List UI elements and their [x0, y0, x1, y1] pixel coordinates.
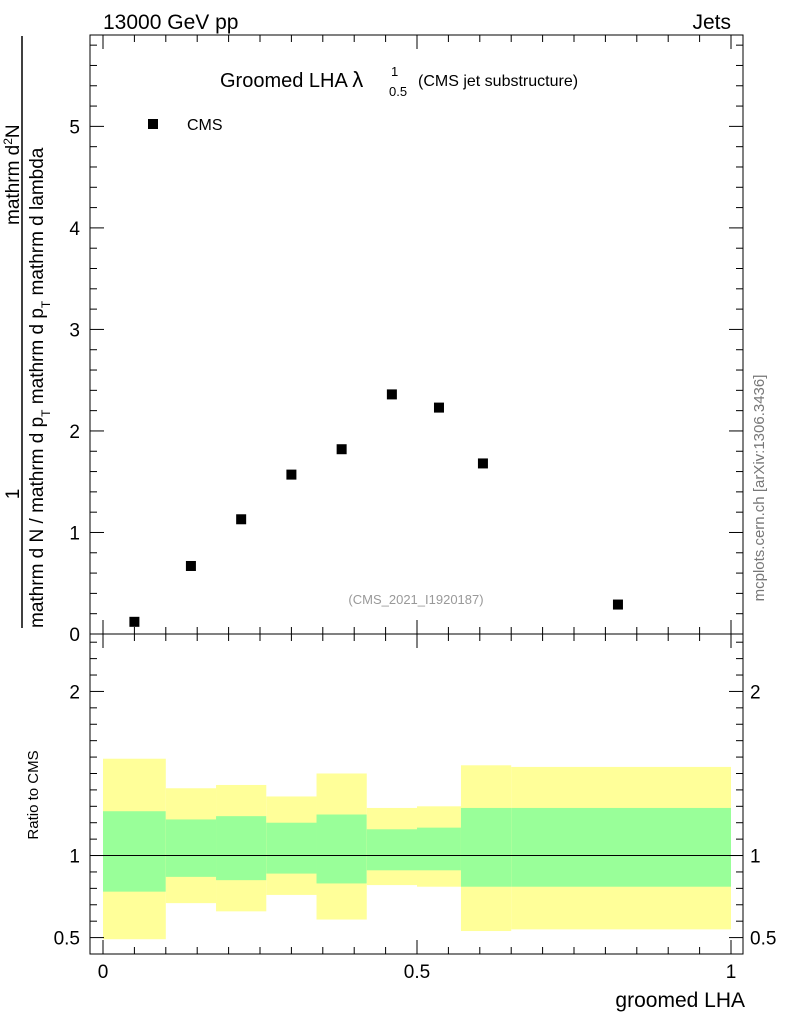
ratio-y-tick-label-right: 0.5: [750, 929, 776, 950]
main-y-tick-labels: 0 1 2 3 4 5: [69, 117, 80, 646]
y-label-denominator: mathrm d N / mathrm d pT mathrm d pT mat…: [27, 147, 53, 628]
data-point: [286, 469, 297, 480]
ratio-inner-band: [460, 807, 512, 887]
watermark-label: mcplots.cern.ch [arXiv:1306.3436]: [751, 375, 768, 602]
main-data-points: [129, 389, 623, 627]
legend-label-cms: CMS: [187, 117, 223, 134]
y-label-numerator: 1: [3, 489, 24, 500]
ratio-inner-band: [266, 822, 317, 874]
plot-title-sup: 1: [391, 64, 398, 79]
y-label-top-main: mathrm d: [3, 145, 24, 225]
plot-title-lambda: λ: [352, 67, 363, 92]
main-panel: 0 1 2 3 4 5 Groomed LHA λ 1 0.5 (CMS jet subs…: [69, 34, 744, 646]
y-label-den-sub1: T: [39, 409, 53, 417]
ratio-x-tick-label: 0.5: [404, 962, 430, 983]
plot-title: Groomed LHA λ: [220, 67, 363, 92]
ratio-ticks: [90, 634, 743, 954]
plot-title-sub: 0.5: [389, 84, 407, 99]
ratio-y-tick-label: 0.5: [54, 929, 80, 950]
main-y-tick-label: 4: [69, 219, 80, 240]
ratio-inner-band: [103, 811, 166, 892]
y-label-den-part3: mathrm d lambda: [27, 147, 48, 301]
data-point: [336, 444, 347, 455]
ratio-x-tick-label: 0: [98, 962, 109, 983]
data-point: [477, 458, 488, 469]
ratio-x-tick-labels: 0 0.5 1: [98, 962, 737, 983]
data-point: [433, 402, 444, 413]
ratio-inner-band: [417, 827, 461, 871]
y-label-den-part1: mathrm d N / mathrm d p: [27, 417, 48, 628]
ratio-y-tick-labels: 0.5 0.5 1 1 2 2: [54, 682, 777, 949]
main-ticks: [90, 35, 743, 634]
ratio-inner-band: [165, 819, 217, 877]
main-y-axis-label: 1 mathrm d2N mathrm d N / mathrm d pT ma…: [1, 36, 53, 628]
main-y-tick-label: 3: [69, 320, 80, 341]
ratio-y-tick-label-right: 2: [750, 682, 761, 703]
analysis-label: (CMS_2021_I1920187): [348, 592, 483, 607]
ratio-inner-band: [366, 829, 417, 871]
ratio-panel: 0.5 0.51 12 2 0 0.5 1 Ratio to CMS groomed LH…: [25, 633, 777, 1012]
ratio-bands: [103, 758, 731, 940]
legend-marker-cms: [148, 119, 158, 129]
y-label-den-sub2: T: [39, 300, 53, 308]
ratio-y-tick-label-right: 1: [750, 847, 761, 868]
plot-title-text: Groomed LHA: [220, 70, 348, 92]
data-point: [612, 599, 623, 610]
data-point: [386, 389, 397, 400]
data-point: [129, 616, 140, 627]
ratio-inner-band: [316, 814, 367, 884]
ratio-y-tick-label: 1: [69, 847, 80, 868]
main-y-tick-label: 1: [69, 523, 80, 544]
ratio-inner-band: [511, 807, 731, 887]
main-y-tick-label: 2: [69, 422, 80, 443]
header-left-label: 13000 GeV pp: [103, 11, 238, 34]
plot-subtitle: (CMS jet substructure): [418, 73, 578, 90]
ratio-y-tick-label: 2: [69, 682, 80, 703]
y-label-top: mathrm d2N: [1, 124, 24, 225]
ratio-y-axis-label: Ratio to CMS: [25, 750, 42, 839]
main-y-tick-label: 0: [69, 625, 80, 646]
main-y-tick-label: 5: [69, 117, 80, 138]
y-label-top-end: N: [3, 124, 24, 138]
header-right-label: Jets: [692, 11, 731, 34]
ratio-x-tick-label: 1: [726, 962, 737, 983]
ratio-inner-band: [216, 816, 267, 881]
y-label-den-part2: mathrm d p: [27, 308, 48, 409]
y-label-top-sup: 2: [1, 138, 15, 145]
x-axis-label: groomed LHA: [615, 989, 745, 1012]
data-point: [185, 560, 196, 571]
data-point: [236, 514, 247, 525]
